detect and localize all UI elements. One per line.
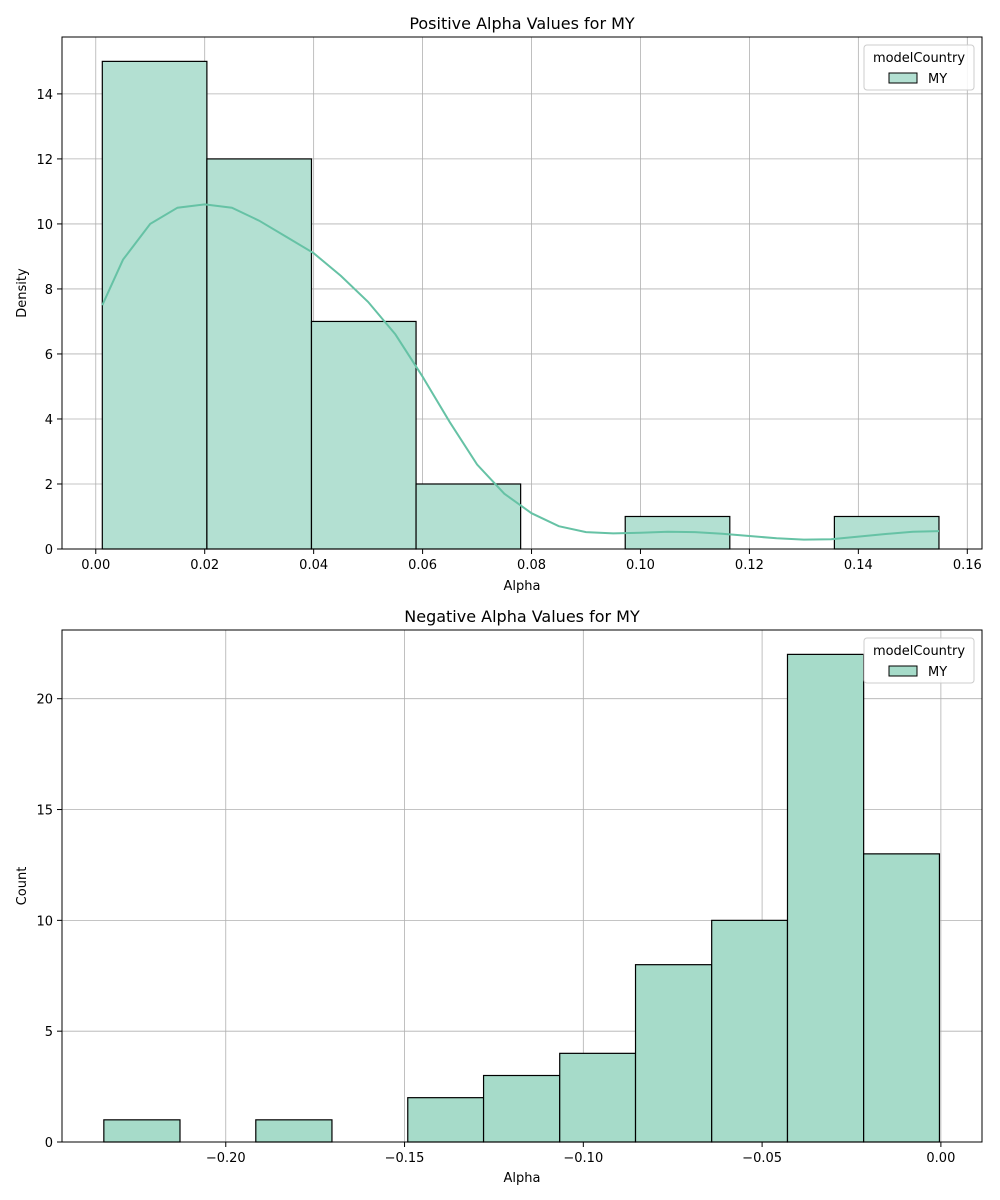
- x-tick-label: 0.06: [408, 558, 437, 573]
- x-tick-label: 0.00: [926, 1151, 955, 1166]
- chart-title: Positive Alpha Values for MY: [409, 14, 635, 33]
- histogram-bars: [101, 60, 940, 550]
- x-tick-label: 0.00: [81, 558, 110, 573]
- positive-alpha-chart: Positive Alpha Values for MY Alpha Densi…: [15, 14, 983, 594]
- y-tick-label: 8: [45, 283, 53, 298]
- x-tick-label: 0.04: [299, 558, 328, 573]
- y-tick-label: 0: [45, 1136, 53, 1151]
- histogram-bar: [786, 653, 865, 1143]
- x-tick-label: −0.10: [563, 1151, 603, 1166]
- kde-curve-layer: [101, 203, 940, 541]
- histogram-bar: [310, 320, 417, 550]
- y-tick-label: 12: [36, 153, 53, 168]
- y-tick-label: 10: [36, 218, 53, 233]
- y-tick-label: 20: [36, 693, 53, 708]
- x-tick-label: 0.12: [735, 558, 764, 573]
- histogram-bars: [103, 653, 941, 1143]
- histogram-bar: [415, 483, 522, 550]
- y-axis-label: Density: [15, 268, 30, 318]
- histogram-bar: [482, 1074, 561, 1143]
- histogram-bar: [407, 1097, 485, 1143]
- x-tick-label: −0.05: [742, 1151, 782, 1166]
- y-axis-label: Count: [15, 867, 30, 906]
- y-tick-label: 15: [36, 804, 53, 819]
- histogram-bar: [634, 964, 713, 1143]
- axis-ticks: 0.00 0.02 0.04 0.06 0.08 0.10 0.12 0.14 0.16 0 2 4 6…: [36, 88, 981, 573]
- x-axis-label: Alpha: [504, 1171, 541, 1186]
- axes-frame: [61, 36, 983, 550]
- y-tick-label: 4: [45, 413, 53, 428]
- histogram-bar: [103, 1119, 181, 1143]
- y-tick-label: 0: [45, 543, 53, 558]
- kde-curve: [101, 203, 940, 541]
- x-tick-label: 0.14: [844, 558, 873, 573]
- x-tick-label: 0.08: [517, 558, 546, 573]
- y-tick-label: 5: [45, 1025, 53, 1040]
- axes-frame: [61, 629, 983, 1143]
- y-tick-label: 2: [45, 478, 53, 493]
- legend: modelCountry MY: [863, 637, 975, 684]
- x-tick-label: 0.02: [190, 558, 219, 573]
- chart-title: Negative Alpha Values for MY: [404, 607, 640, 626]
- y-tick-label: 10: [36, 914, 53, 929]
- legend-entry-label: MY: [928, 72, 947, 87]
- negative-alpha-chart: Negative Alpha Values for MY Alpha Count…: [15, 607, 983, 1186]
- histogram-bar: [206, 158, 313, 550]
- x-tick-label: 0.16: [953, 558, 982, 573]
- legend-entry-label: MY: [928, 665, 947, 680]
- x-tick-label: 0.10: [626, 558, 655, 573]
- legend-swatch: [888, 665, 918, 677]
- y-tick-label: 14: [36, 88, 53, 103]
- histogram-bar: [711, 919, 789, 1143]
- axis-ticks: −0.20 −0.15 −0.10 −0.05 0.00 0 5 10 15 20: [36, 693, 955, 1166]
- legend: modelCountry MY: [863, 44, 975, 91]
- x-axis-label: Alpha: [504, 579, 541, 594]
- legend-title: modelCountry: [873, 51, 965, 66]
- x-tick-label: −0.15: [385, 1151, 425, 1166]
- legend-title: modelCountry: [873, 644, 965, 659]
- histogram-bar: [255, 1119, 333, 1143]
- histogram-bar: [833, 515, 940, 550]
- y-tick-label: 6: [45, 348, 53, 363]
- x-tick-label: −0.20: [206, 1151, 246, 1166]
- histogram-bar: [559, 1052, 637, 1143]
- legend-swatch: [888, 72, 918, 84]
- histogram-bar: [863, 853, 941, 1143]
- histogram-bar: [101, 60, 208, 550]
